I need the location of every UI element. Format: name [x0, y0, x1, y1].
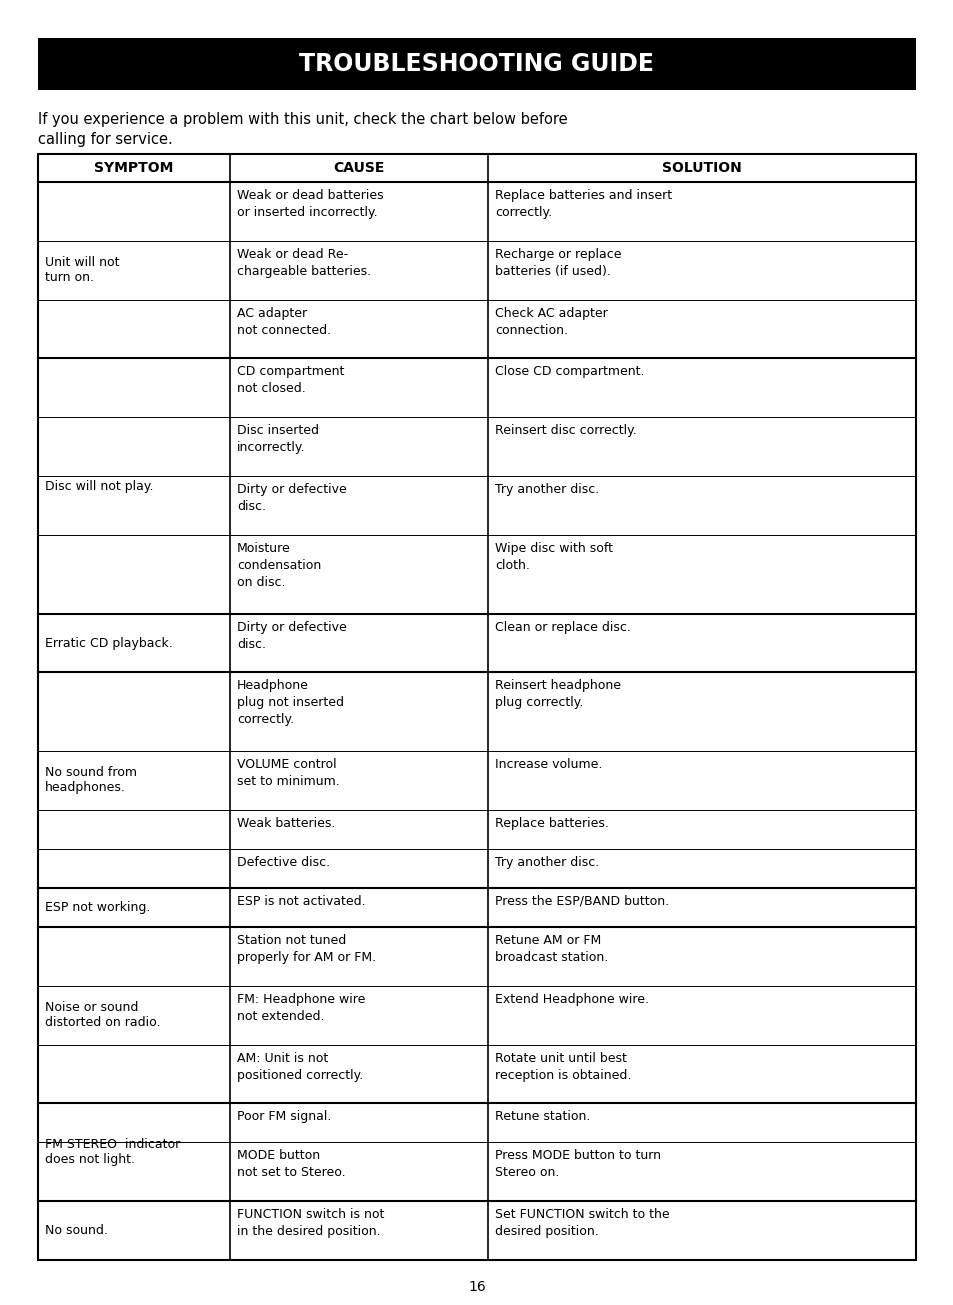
Text: Disc will not play.: Disc will not play.	[45, 479, 153, 492]
Text: Disc inserted
incorrectly.: Disc inserted incorrectly.	[236, 424, 318, 454]
Text: ESP not working.: ESP not working.	[45, 900, 151, 914]
Text: Dirty or defective
disc.: Dirty or defective disc.	[236, 483, 346, 513]
Text: CAUSE: CAUSE	[333, 161, 384, 175]
Text: Increase volume.: Increase volume.	[495, 758, 601, 771]
Text: Rotate unit until best
reception is obtained.: Rotate unit until best reception is obta…	[495, 1052, 631, 1082]
Text: Press the ESP/BAND button.: Press the ESP/BAND button.	[495, 895, 668, 908]
Text: Wipe disc with soft
cloth.: Wipe disc with soft cloth.	[495, 542, 613, 572]
Text: Try another disc.: Try another disc.	[495, 483, 598, 496]
Text: Replace batteries.: Replace batteries.	[495, 817, 608, 830]
Text: Weak or dead Re-
chargeable batteries.: Weak or dead Re- chargeable batteries.	[236, 248, 371, 278]
Text: Try another disc.: Try another disc.	[495, 856, 598, 869]
Text: Close CD compartment.: Close CD compartment.	[495, 365, 644, 378]
Text: SYMPTOM: SYMPTOM	[94, 161, 173, 175]
Text: Unit will not
turn on.: Unit will not turn on.	[45, 256, 119, 284]
Text: Check AC adapter
connection.: Check AC adapter connection.	[495, 307, 607, 337]
Text: Reinsert disc correctly.: Reinsert disc correctly.	[495, 424, 636, 437]
Text: Recharge or replace
batteries (if used).: Recharge or replace batteries (if used).	[495, 248, 620, 278]
Text: Clean or replace disc.: Clean or replace disc.	[495, 621, 630, 634]
Text: Defective disc.: Defective disc.	[236, 856, 330, 869]
Text: FM: Headphone wire
not extended.: FM: Headphone wire not extended.	[236, 993, 365, 1023]
Text: AM: Unit is not
positioned correctly.: AM: Unit is not positioned correctly.	[236, 1052, 363, 1082]
Text: Station not tuned
properly for AM or FM.: Station not tuned properly for AM or FM.	[236, 934, 375, 964]
Text: Moisture
condensation
on disc.: Moisture condensation on disc.	[236, 542, 321, 589]
Text: 16: 16	[468, 1280, 485, 1295]
Text: ESP is not activated.: ESP is not activated.	[236, 895, 365, 908]
Text: FM STEREO  indicator
does not light.: FM STEREO indicator does not light.	[45, 1138, 180, 1167]
Text: Replace batteries and insert
correctly.: Replace batteries and insert correctly.	[495, 189, 672, 219]
Text: Headphone
plug not inserted
correctly.: Headphone plug not inserted correctly.	[236, 680, 344, 727]
Text: If you experience a problem with this unit, check the chart below before: If you experience a problem with this un…	[38, 112, 567, 127]
Text: No sound.: No sound.	[45, 1224, 108, 1237]
Text: AC adapter
not connected.: AC adapter not connected.	[236, 307, 331, 337]
Text: Reinsert headphone
plug correctly.: Reinsert headphone plug correctly.	[495, 680, 620, 710]
Text: Retune station.: Retune station.	[495, 1111, 590, 1124]
Text: MODE button
not set to Stereo.: MODE button not set to Stereo.	[236, 1150, 345, 1180]
Text: TROUBLESHOOTING GUIDE: TROUBLESHOOTING GUIDE	[299, 52, 654, 76]
Text: Press MODE button to turn
Stereo on.: Press MODE button to turn Stereo on.	[495, 1150, 660, 1180]
Text: Retune AM or FM
broadcast station.: Retune AM or FM broadcast station.	[495, 934, 608, 964]
Text: Poor FM signal.: Poor FM signal.	[236, 1111, 331, 1124]
Text: calling for service.: calling for service.	[38, 132, 172, 147]
Text: VOLUME control
set to minimum.: VOLUME control set to minimum.	[236, 758, 339, 788]
Text: CD compartment
not closed.: CD compartment not closed.	[236, 365, 344, 395]
Text: No sound from
headphones.: No sound from headphones.	[45, 766, 137, 795]
Text: Erratic CD playback.: Erratic CD playback.	[45, 637, 172, 650]
Text: Weak or dead batteries
or inserted incorrectly.: Weak or dead batteries or inserted incor…	[236, 189, 383, 219]
Text: Noise or sound
distorted on radio.: Noise or sound distorted on radio.	[45, 1001, 160, 1030]
Text: FUNCTION switch is not
in the desired position.: FUNCTION switch is not in the desired po…	[236, 1208, 384, 1238]
Bar	[38, 38, 915, 90]
Text: Extend Headphone wire.: Extend Headphone wire.	[495, 993, 648, 1006]
Text: Weak batteries.: Weak batteries.	[236, 817, 335, 830]
Text: Dirty or defective
disc.: Dirty or defective disc.	[236, 621, 346, 651]
Bar	[38, 154, 915, 1261]
Text: SOLUTION: SOLUTION	[661, 161, 741, 175]
Text: Set FUNCTION switch to the
desired position.: Set FUNCTION switch to the desired posit…	[495, 1208, 669, 1238]
